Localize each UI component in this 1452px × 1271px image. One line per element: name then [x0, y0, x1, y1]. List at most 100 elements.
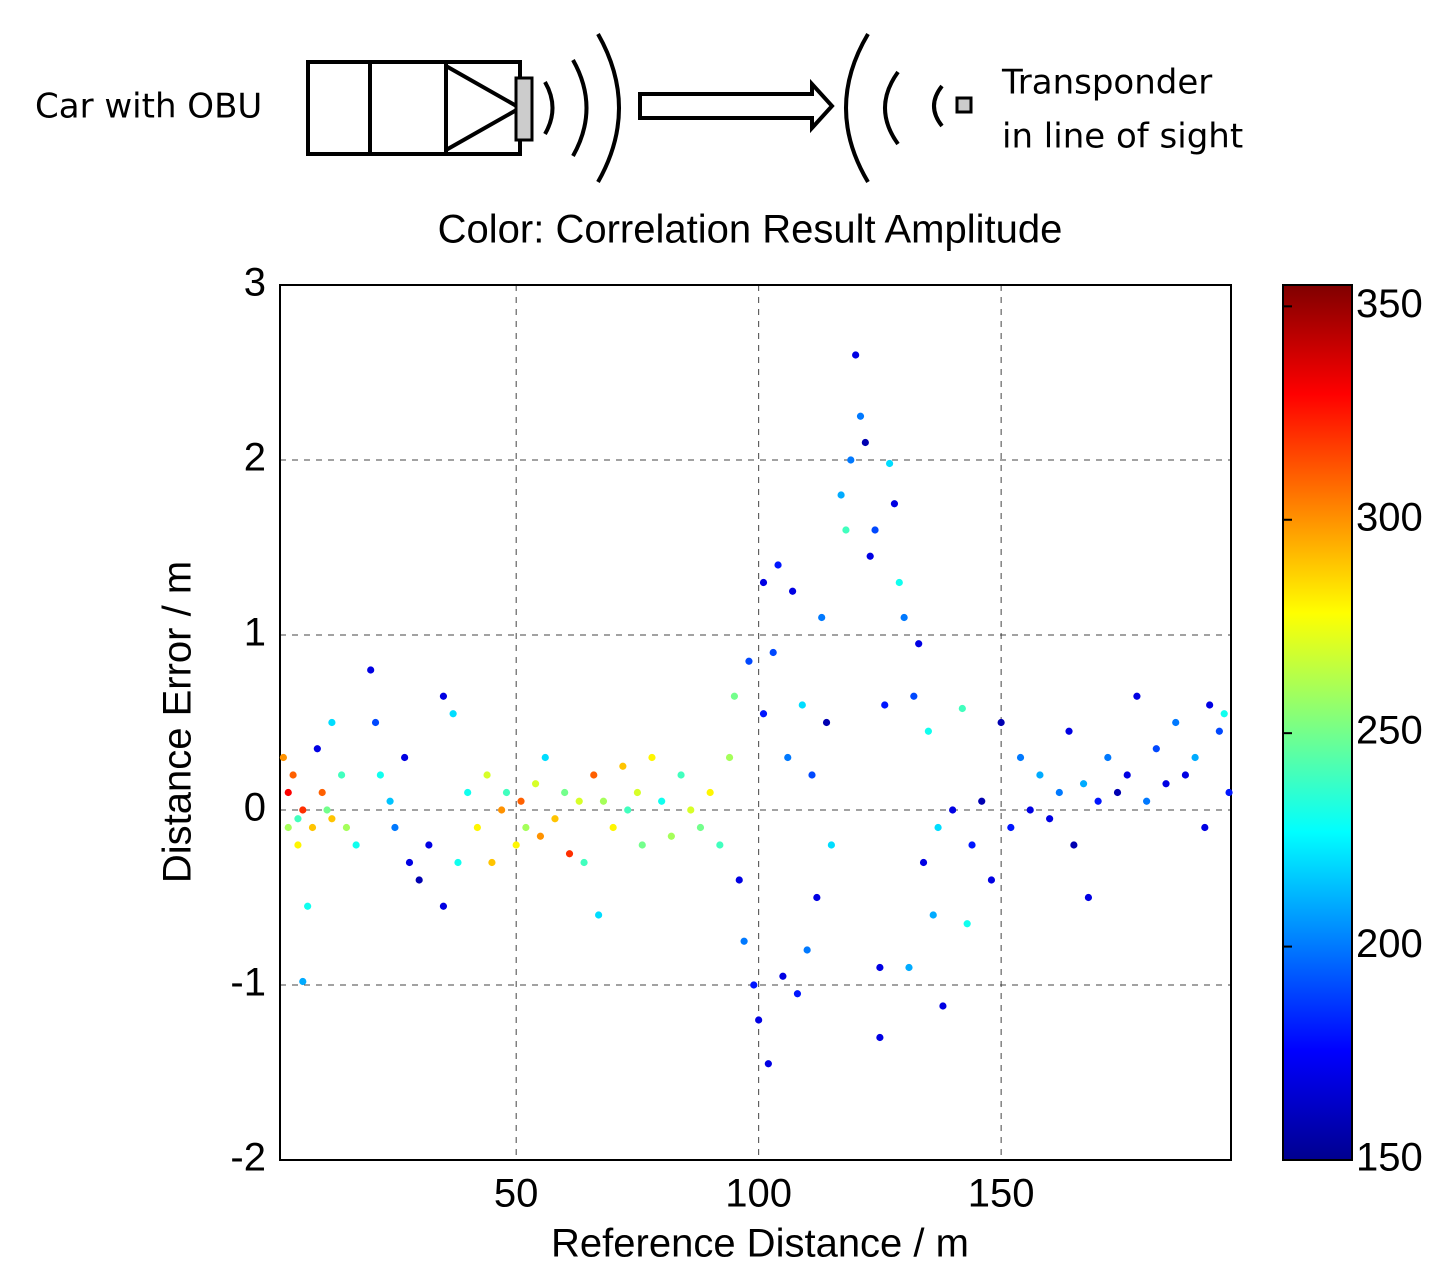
point	[1036, 771, 1044, 779]
point	[958, 704, 966, 713]
point	[522, 823, 530, 832]
point	[706, 788, 714, 797]
y-tick-label: 3	[244, 261, 266, 305]
point	[755, 1016, 763, 1024]
point	[687, 806, 695, 814]
y-tick-label: 1	[244, 611, 266, 655]
point	[299, 806, 307, 814]
point	[827, 841, 835, 849]
point	[1113, 788, 1122, 797]
point	[735, 876, 743, 884]
point	[1181, 771, 1190, 779]
point	[313, 745, 321, 753]
waves	[543, 33, 621, 183]
point	[498, 806, 506, 814]
colorbar-tick-label: 250	[1356, 709, 1423, 753]
point	[881, 701, 889, 709]
point	[367, 666, 375, 674]
waves	[844, 32, 944, 184]
point	[949, 806, 957, 814]
point	[590, 771, 598, 779]
point	[1065, 727, 1073, 735]
point	[464, 788, 472, 797]
point	[919, 858, 928, 867]
point	[536, 832, 545, 840]
x-tick-label: 150	[968, 1172, 1035, 1216]
point	[910, 692, 918, 700]
point	[774, 561, 782, 569]
point	[987, 876, 996, 884]
point	[759, 578, 768, 587]
point	[1172, 718, 1180, 727]
point	[512, 841, 520, 849]
point	[502, 788, 511, 797]
point	[847, 456, 855, 464]
x-axis-label: Reference Distance / m	[551, 1222, 969, 1266]
point	[929, 911, 937, 919]
point	[842, 526, 850, 534]
y-axis-label: Distance Error / m	[156, 561, 200, 883]
point	[803, 946, 811, 954]
arrow	[638, 78, 835, 134]
point	[352, 841, 360, 849]
point	[284, 823, 292, 832]
point	[852, 351, 860, 359]
point	[1079, 780, 1088, 788]
point	[861, 438, 869, 447]
point	[289, 771, 297, 779]
point	[1104, 753, 1112, 762]
point	[599, 797, 608, 805]
x-tick-label: 50	[494, 1172, 539, 1216]
point	[856, 412, 865, 420]
point	[915, 640, 923, 648]
point	[740, 937, 748, 945]
point	[934, 823, 942, 832]
point	[299, 977, 307, 986]
point	[1055, 788, 1063, 797]
point	[624, 806, 632, 814]
x-tick-label: 100	[725, 1172, 792, 1216]
point	[813, 893, 821, 902]
point	[386, 797, 394, 805]
point	[837, 491, 845, 499]
point	[1070, 841, 1078, 849]
point	[745, 657, 753, 665]
colorbar-tick-label: 200	[1356, 922, 1423, 966]
point	[822, 718, 831, 727]
point	[488, 858, 496, 867]
y-tick-label: 0	[244, 786, 266, 830]
point	[337, 771, 346, 779]
point	[565, 850, 574, 858]
point	[425, 841, 433, 849]
point	[638, 841, 646, 849]
point	[454, 858, 462, 867]
point	[871, 526, 879, 534]
point	[730, 692, 739, 700]
point	[658, 797, 666, 805]
point	[449, 710, 457, 718]
point	[1094, 797, 1102, 805]
y-tick-label: 2	[244, 436, 266, 480]
point	[788, 587, 797, 595]
point	[1191, 753, 1199, 762]
point	[531, 780, 540, 788]
point	[997, 718, 1005, 727]
point	[371, 718, 380, 727]
point	[764, 1060, 772, 1068]
plot-frame	[279, 284, 1232, 1161]
point	[415, 876, 423, 884]
point	[391, 823, 399, 832]
y-tick-label: -1	[230, 961, 266, 1005]
point	[1123, 771, 1131, 779]
point	[1016, 753, 1025, 762]
point	[595, 911, 603, 919]
point	[294, 815, 302, 823]
point	[750, 981, 758, 989]
point	[304, 902, 312, 910]
point	[924, 727, 932, 735]
point	[308, 823, 317, 832]
point	[784, 753, 792, 762]
point	[580, 858, 588, 867]
point	[561, 788, 569, 797]
